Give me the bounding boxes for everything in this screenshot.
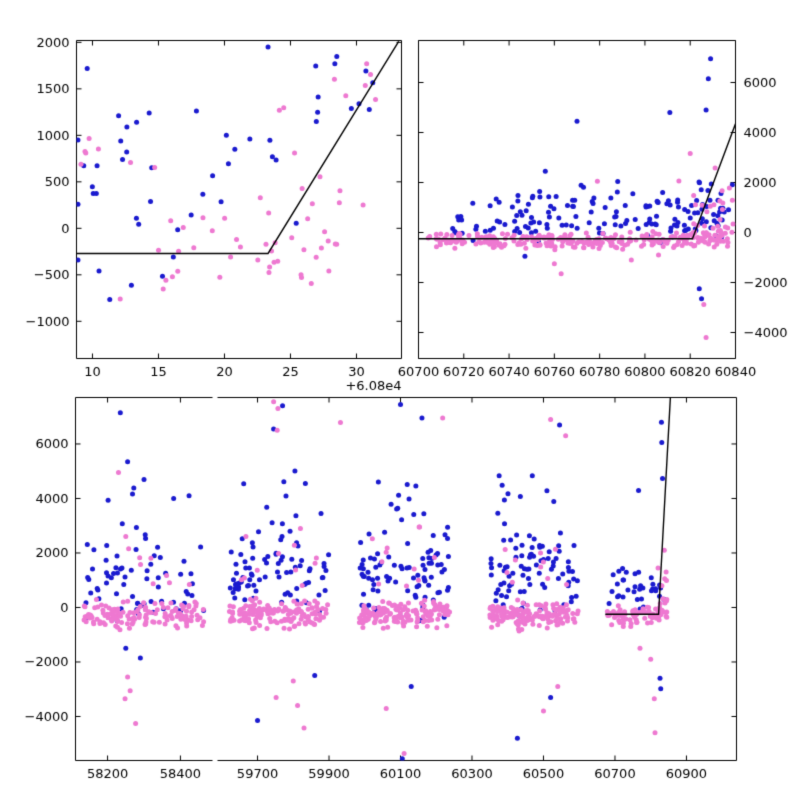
light-curve-figure: BLG16K0406.018947 (3867.75, 5938.85) 3 8… [0,0,800,800]
plot-canvas [0,0,800,800]
